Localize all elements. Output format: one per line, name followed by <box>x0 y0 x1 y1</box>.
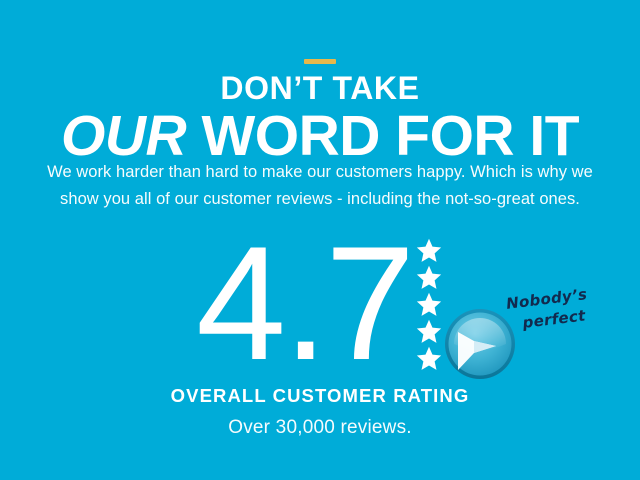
handwritten-note: Nobody’s perfect <box>505 281 619 335</box>
headline-line-2: OUR WORD FOR IT <box>0 107 640 165</box>
headline: DON’T TAKE OUR WORD FOR IT <box>0 72 640 165</box>
rating-cluster: 4.7 <box>0 213 640 394</box>
rating-caption: OVERALL CUSTOMER RATING Over 30,000 revi… <box>0 384 640 441</box>
star-icon <box>416 292 442 317</box>
rating-review-count: Over 30,000 reviews. <box>228 417 412 439</box>
gold-divider <box>304 59 336 64</box>
star-icon <box>416 319 442 344</box>
rating-score: 4.7 <box>196 213 415 394</box>
headline-emphasis-word: OUR <box>60 103 187 168</box>
star-icon <box>416 238 442 263</box>
subtitle-line-2: show you all of our customer reviews - i… <box>60 190 580 209</box>
subtitle: We work harder than hard to make our cus… <box>0 159 640 213</box>
star-icon <box>416 346 442 371</box>
headline-line-1: DON’T TAKE <box>220 70 420 106</box>
glossy-arrow-badge-icon <box>444 308 516 380</box>
subtitle-line-1: We work harder than hard to make our cus… <box>47 163 593 181</box>
star-rating <box>409 238 449 371</box>
headline-remainder: WORD FOR IT <box>186 103 580 168</box>
rating-caption-title: OVERALL CUSTOMER RATING <box>170 385 470 406</box>
star-icon <box>416 265 442 290</box>
